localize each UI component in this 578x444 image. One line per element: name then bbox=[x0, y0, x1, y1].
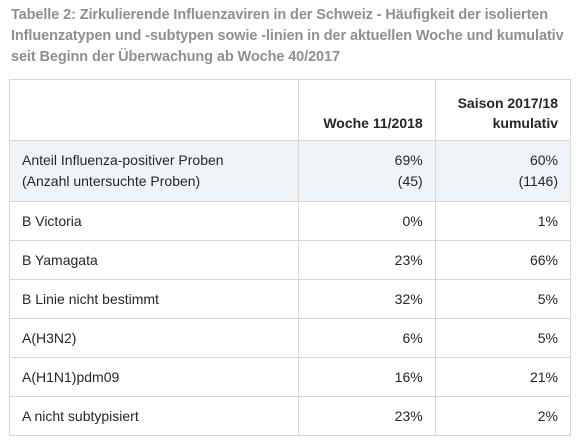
table-row: A nicht subtypisiert 23% 2% bbox=[8, 396, 572, 436]
row-label: B Linie nicht bestimmt bbox=[8, 279, 300, 319]
summary-season-pct: 60% bbox=[529, 152, 558, 168]
summary-season-count: (1146) bbox=[518, 173, 558, 189]
summary-label-line-2: (Anzahl untersuchte Proben) bbox=[22, 173, 201, 189]
row-season-value: 2% bbox=[434, 396, 572, 436]
influenza-table: Woche 11/2018 Saison 2017/18 kumulativ A… bbox=[8, 79, 572, 436]
row-week-value: 32% bbox=[298, 279, 436, 319]
row-label: A(H3N2) bbox=[8, 318, 300, 358]
table-caption: Tabelle 2: Zirkulierende Influenzaviren … bbox=[11, 5, 571, 68]
summary-row: Anteil Influenza-positiver Proben (Anzah… bbox=[8, 140, 572, 202]
table-header-row: Woche 11/2018 Saison 2017/18 kumulativ bbox=[8, 79, 572, 141]
row-season-value: 66% bbox=[434, 240, 572, 280]
row-season-value: 21% bbox=[434, 357, 572, 397]
header-label bbox=[8, 79, 300, 141]
table-row: B Linie nicht bestimmt 32% 5% bbox=[8, 279, 572, 319]
row-week-value: 0% bbox=[298, 201, 436, 241]
header-season: Saison 2017/18 kumulativ bbox=[434, 79, 572, 141]
row-week-value: 23% bbox=[298, 396, 436, 436]
row-label: B Victoria bbox=[8, 201, 300, 241]
header-season-line-2: kumulativ bbox=[492, 115, 558, 131]
summary-week-pct: 69% bbox=[394, 152, 423, 168]
header-week: Woche 11/2018 bbox=[298, 79, 436, 141]
row-week-value: 16% bbox=[298, 357, 436, 397]
table-row: B Victoria 0% 1% bbox=[8, 201, 572, 241]
table-row: B Yamagata 23% 66% bbox=[8, 240, 572, 280]
row-season-value: 1% bbox=[434, 201, 572, 241]
row-week-value: 6% bbox=[298, 318, 436, 358]
table-row: A(H1N1)pdm09 16% 21% bbox=[8, 357, 572, 397]
summary-label-line-1: Anteil Influenza-positiver Proben bbox=[22, 152, 224, 168]
row-label: A nicht subtypisiert bbox=[8, 396, 300, 436]
row-label: A(H1N1)pdm09 bbox=[8, 357, 300, 397]
header-season-line-1: Saison 2017/18 bbox=[457, 95, 558, 111]
table-row: A(H3N2) 6% 5% bbox=[8, 318, 572, 358]
row-week-value: 23% bbox=[298, 240, 436, 280]
summary-label: Anteil Influenza-positiver Proben (Anzah… bbox=[8, 140, 300, 202]
caption-line-2: Influenzatypen und -subtypen sowie -lini… bbox=[11, 28, 564, 44]
summary-week: 69% (45) bbox=[298, 140, 436, 202]
row-season-value: 5% bbox=[434, 279, 572, 319]
summary-week-count: (45) bbox=[397, 173, 423, 189]
summary-season: 60% (1146) bbox=[434, 140, 572, 202]
caption-line-3: seit Beginn der Überwachung ab Woche 40/… bbox=[11, 49, 340, 65]
row-season-value: 5% bbox=[434, 318, 572, 358]
row-label: B Yamagata bbox=[8, 240, 300, 280]
caption-line-1: Tabelle 2: Zirkulierende Influenzaviren … bbox=[11, 7, 549, 23]
